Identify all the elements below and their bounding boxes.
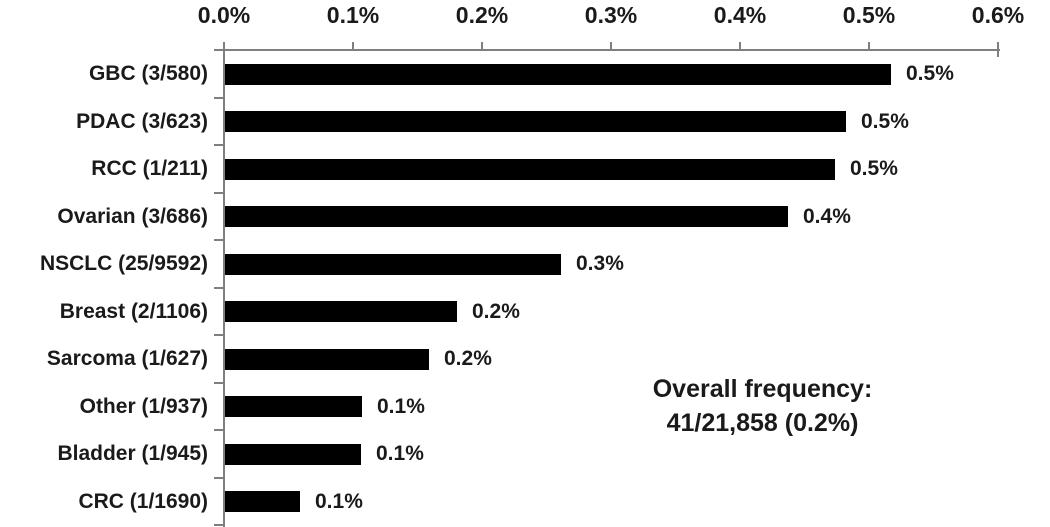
y-tick-mark xyxy=(214,429,224,431)
value-label: 0.1% xyxy=(377,394,425,418)
overall-frequency-annotation: Overall frequency: 41/21,858 (0.2%) xyxy=(570,372,955,440)
y-tick-mark xyxy=(214,287,224,289)
value-label: 0.5% xyxy=(850,157,898,180)
category-label: GBC (3/580) xyxy=(88,62,208,85)
bar xyxy=(225,63,891,85)
category-label: PDAC (3/623) xyxy=(76,109,208,133)
x-tick-label: 0.6% xyxy=(971,2,1025,28)
y-tick-mark xyxy=(214,382,224,384)
category-label: CRC (1/1690) xyxy=(78,489,208,513)
bar xyxy=(225,443,361,465)
bar xyxy=(225,158,835,180)
value-label: 0.4% xyxy=(803,204,851,228)
x-tick-label: 0.1% xyxy=(326,2,380,28)
value-label: 0.5% xyxy=(861,109,909,133)
x-tick-label: 0.5% xyxy=(842,2,896,28)
category-label: Other (1/937) xyxy=(79,394,208,418)
bar xyxy=(225,253,561,275)
category-label: Sarcoma (1/627) xyxy=(46,347,208,370)
x-tick-label: 0.2% xyxy=(455,2,509,28)
value-label: 0.5% xyxy=(906,62,954,85)
x-tick-label: 0.4% xyxy=(713,2,767,28)
bar xyxy=(225,396,362,417)
x-tick-mark xyxy=(739,42,741,50)
x-tick-mark xyxy=(481,42,483,50)
x-tick-mark xyxy=(223,42,225,50)
y-tick-mark xyxy=(214,97,224,99)
y-axis-line xyxy=(223,42,225,527)
y-tick-mark xyxy=(214,192,224,194)
y-tick-mark xyxy=(214,144,224,146)
value-label: 0.2% xyxy=(444,347,492,370)
y-tick-mark xyxy=(214,239,224,241)
bar xyxy=(225,491,300,512)
x-tick-mark xyxy=(868,42,870,50)
value-label: 0.1% xyxy=(315,489,363,513)
y-tick-mark xyxy=(214,524,224,526)
x-tick-mark xyxy=(610,42,612,50)
x-tick-mark xyxy=(352,42,354,50)
y-tick-mark xyxy=(214,477,224,479)
category-label: Bladder (1/945) xyxy=(57,442,208,465)
bar xyxy=(225,301,457,322)
category-label: NSCLC (25/9592) xyxy=(39,252,208,275)
y-tick-mark xyxy=(214,334,224,336)
value-label: 0.1% xyxy=(376,442,424,465)
x-tick-label: 0.0% xyxy=(197,2,251,28)
overall-frequency-line1: Overall frequency: xyxy=(652,375,873,403)
value-label: 0.2% xyxy=(472,299,520,323)
category-label: Ovarian (3/686) xyxy=(57,204,208,228)
bar xyxy=(225,206,788,227)
overall-frequency-line2: 41/21,858 (0.2%) xyxy=(666,409,859,437)
bar xyxy=(225,348,429,370)
category-label: Breast (2/1106) xyxy=(59,299,208,323)
x-axis-line xyxy=(214,49,1000,51)
x-tick-label: 0.3% xyxy=(584,2,638,28)
bar xyxy=(225,111,846,132)
category-label: RCC (1/211) xyxy=(91,157,208,180)
x-tick-mark xyxy=(997,42,999,57)
value-label: 0.3% xyxy=(576,252,624,275)
